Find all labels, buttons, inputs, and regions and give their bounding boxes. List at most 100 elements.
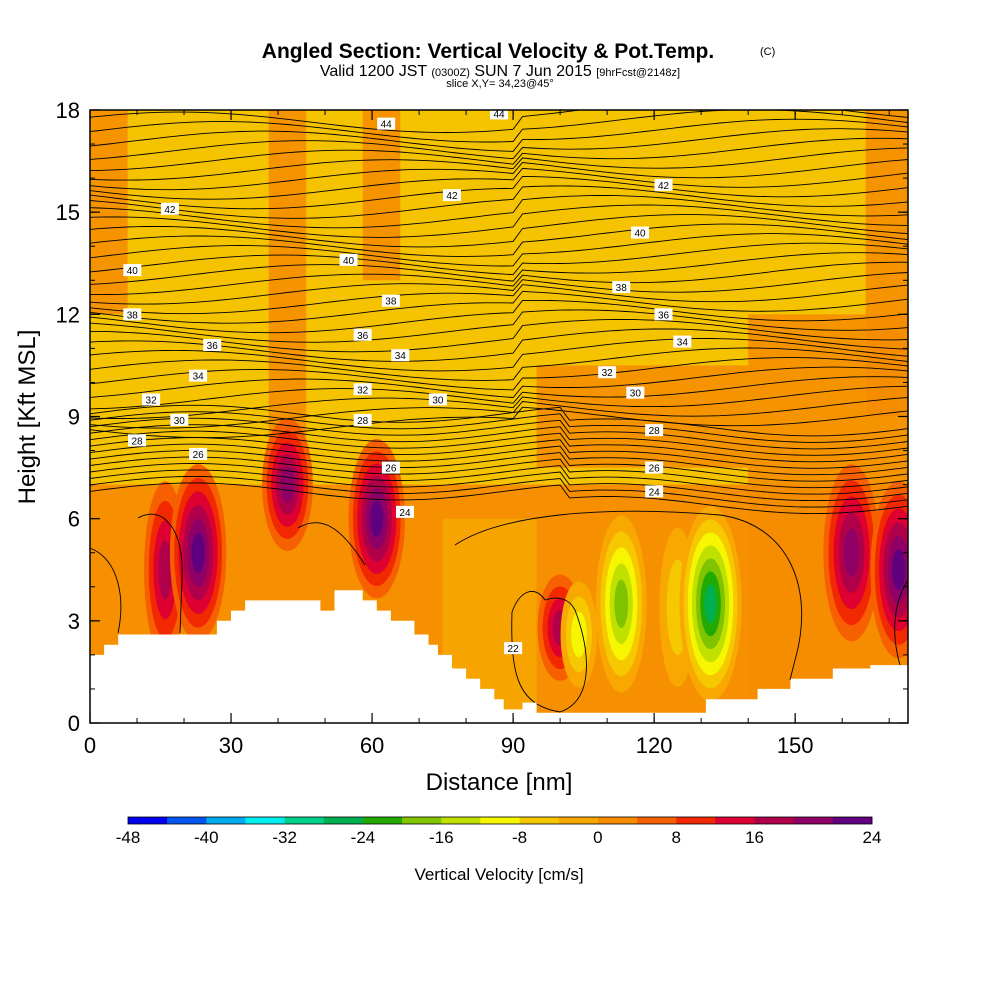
isentrope-line: [90, 366, 908, 398]
contour-label-text: 34: [193, 372, 205, 383]
zero-velocity-contour: [90, 547, 122, 634]
isentrope-line: [90, 411, 908, 443]
isentrope-lines: [90, 110, 908, 713]
chart-title: Angled Section: Vertical Velocity & Pot.…: [262, 40, 714, 63]
isentrope-line: [90, 319, 908, 353]
contour-label-text: 42: [164, 205, 176, 216]
y-tick-label: 12: [56, 302, 80, 327]
colorbar-swatch: [362, 817, 403, 824]
contour-label-box: [353, 328, 372, 341]
contour-label: 38: [612, 281, 631, 294]
contour-label: 28: [128, 434, 147, 447]
colorbar-tick-label: -24: [351, 828, 376, 847]
contour-label: 28: [353, 413, 372, 427]
contour-label: 38: [123, 308, 142, 321]
contour-label: 34: [189, 369, 208, 383]
colorbar-swatch: [676, 817, 716, 824]
isentrope-line: [90, 272, 908, 305]
isentrope-line: [90, 299, 908, 334]
contour-label-box: [189, 447, 208, 460]
isentrope-line: [90, 284, 908, 315]
isentrope-line: [90, 463, 908, 495]
contour-label-box: [160, 202, 179, 215]
contour-label-box: [123, 264, 142, 277]
colorbar-tick-label: -40: [194, 828, 219, 847]
contour-label-box: [339, 253, 358, 266]
contour-label-text: 28: [649, 426, 661, 437]
contour-label-box: [381, 294, 400, 307]
contour-label-box: [170, 413, 189, 426]
isentrope-line: [90, 443, 908, 476]
contour-label-text: 34: [677, 338, 689, 349]
x-tick-label: 0: [84, 733, 96, 758]
contour-label: 34: [391, 349, 410, 362]
isentrope-line: [90, 185, 908, 219]
colorbar-swatch: [323, 817, 364, 824]
subtitle-valid: Valid 1200 JST: [320, 63, 428, 80]
colorbar-swatch: [480, 817, 520, 824]
field-band-0: [90, 110, 908, 281]
isentrope-line: [90, 309, 908, 343]
terrain-profile: [90, 590, 908, 723]
terrain: [90, 590, 908, 723]
colorbar-tick-label: 8: [671, 828, 680, 847]
contour-label-text: 44: [381, 120, 393, 131]
contour-labels: 44 44 42 42 42 40 40 40 38 38 38 36 36 36 34 34 34 32 32 32…: [123, 107, 692, 655]
velocity-cell: [595, 515, 647, 693]
velocity-cell-level: [191, 532, 205, 574]
colorbar-swatch: [754, 817, 794, 824]
zero-velocity-contour: [454, 510, 803, 681]
contour-label-text: 30: [174, 416, 186, 427]
contour-label: 26: [645, 461, 664, 475]
contour-label-text: 32: [602, 368, 614, 379]
contour-label: 30: [626, 386, 645, 400]
colorbar-swatch: [519, 817, 560, 824]
contour-label: 32: [598, 366, 617, 379]
isentrope-line: [90, 167, 908, 200]
contour-label-text: 42: [446, 191, 458, 202]
isentrope-line: [90, 404, 908, 437]
contour-label: 30: [170, 413, 189, 427]
contour-label-box: [123, 308, 142, 321]
x-tick-label: 120: [636, 733, 673, 758]
contour-label-box: [598, 366, 617, 379]
y-tick-label: 0: [68, 711, 80, 736]
isentrope-line: [90, 385, 908, 419]
colorbar-swatch: [558, 817, 599, 824]
contour-label-text: 26: [385, 464, 397, 475]
colorbar-swatch: [637, 817, 677, 824]
velocity-cell: [560, 581, 598, 688]
contour-label-text: 38: [385, 297, 397, 308]
contour-label-box: [353, 413, 372, 426]
contour-label: 22: [504, 642, 523, 655]
chart-title-mark: (C): [760, 46, 775, 58]
contour-label-text: 40: [343, 256, 355, 267]
contour-label: 26: [189, 447, 208, 461]
contour-label-text: 38: [616, 283, 628, 294]
contour-label-box: [654, 308, 673, 321]
contour-label-box: [203, 338, 222, 351]
y-tick-label: 18: [56, 98, 80, 123]
velocity-cell: [823, 464, 880, 642]
contour-label-text: 30: [432, 395, 444, 406]
contour-label: 42: [442, 189, 461, 202]
isentrope-line: [90, 482, 908, 515]
colorbar-swatch: [245, 817, 285, 824]
contour-label-box: [142, 393, 161, 406]
isentrope-line: [90, 338, 908, 372]
colorbar: -48 -40 -32 -24 -16 -8 0 8 16 24: [116, 816, 881, 847]
contour-label-text: 38: [127, 310, 139, 321]
contour-label: 44: [377, 117, 396, 131]
contour-label-box: [673, 335, 692, 348]
colorbar-swatch: [715, 817, 755, 824]
isentrope-line: [90, 347, 908, 381]
colorbar-swatch: [167, 817, 207, 824]
velocity-cell-level: [571, 611, 587, 658]
contour-label-box: [391, 349, 410, 362]
colorbar-swatch: [206, 817, 246, 824]
contour-label: 36: [654, 308, 673, 321]
chart-title-group: Angled Section: Vertical Velocity & Pot.…: [262, 40, 775, 90]
y-tick-label: 15: [56, 200, 80, 225]
colorbar-swatch: [284, 817, 325, 824]
